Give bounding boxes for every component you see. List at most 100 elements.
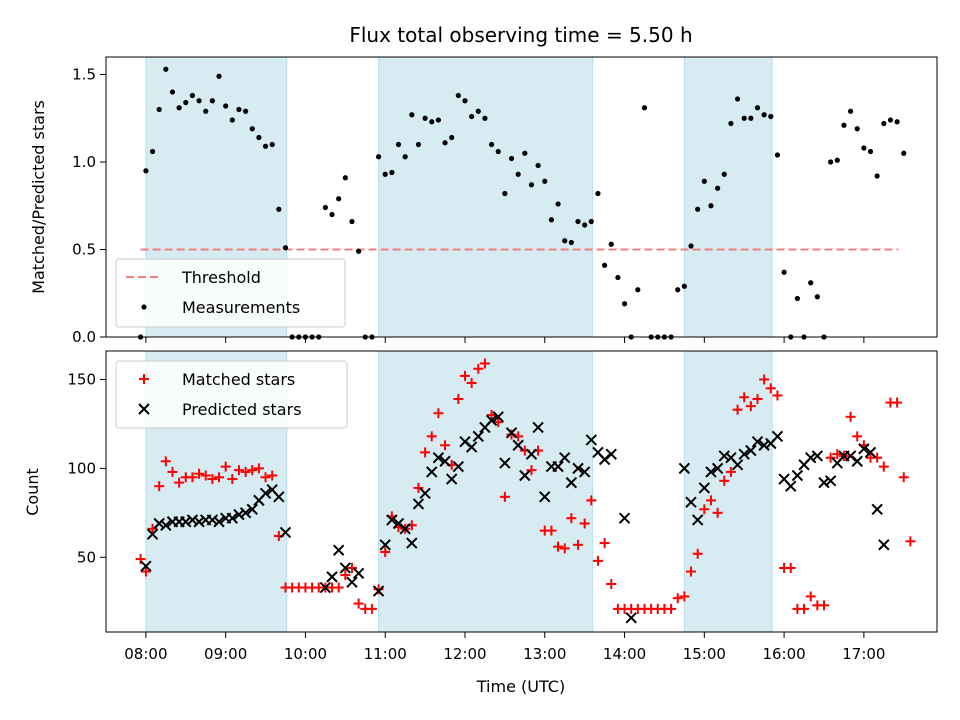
measurement-point [641, 105, 648, 111]
measurement-point [588, 218, 594, 225]
measurement-point [734, 96, 741, 102]
measurement-point [761, 112, 767, 118]
predicted-star-point [246, 503, 258, 515]
measurement-point [422, 115, 428, 121]
matched-star-point [573, 539, 584, 550]
matched-star-point [167, 466, 178, 477]
measurement-point [429, 119, 435, 125]
bottom-legend: Matched stars Predicted stars [115, 360, 348, 429]
measurement-point [329, 211, 335, 218]
predicted-star-point [578, 466, 591, 478]
matched-star-point [579, 518, 590, 529]
matched-star-point [240, 466, 251, 477]
measurement-point [442, 140, 448, 146]
matched-star-point [559, 543, 570, 554]
matched-star-point [732, 404, 743, 415]
top-y-tick-label: 1.0 [72, 153, 96, 171]
matched-star-point [752, 394, 763, 405]
top-legend: Threshold Measurements [115, 258, 346, 328]
predicted-star-point [519, 469, 531, 482]
matched-star-point [433, 408, 444, 419]
matched-star-point [553, 541, 564, 552]
measurement-point [675, 287, 681, 293]
matched-star-point [194, 468, 205, 479]
measurement-point [149, 148, 156, 155]
matched-star-point [346, 562, 357, 573]
measurement-point [435, 117, 441, 123]
measurement-point [721, 171, 727, 177]
predicted-star-point [851, 455, 863, 467]
measurement-point [841, 122, 847, 128]
top-y-axis-label: Matched/Predicted stars [29, 100, 48, 294]
measurement-point [169, 89, 176, 95]
matched-star-point [692, 548, 703, 559]
matched-star-point [333, 582, 344, 593]
predicted-star-point [685, 496, 697, 508]
bottom-x-axis-ticks: 08:00 09:00 10:00 11:00 12:00 13:00 14:00 15:00… [124, 632, 885, 663]
measurement-point [555, 201, 561, 207]
matched-star-point [420, 447, 431, 458]
predicted-star-point [605, 448, 617, 460]
predicted-star-point [153, 517, 165, 530]
predicted-star-point [791, 469, 804, 482]
measurement-point [854, 126, 860, 132]
measurement-point [455, 92, 461, 99]
measurement-point [635, 287, 641, 293]
chart-title: Flux total observing time = 5.50 h [349, 23, 692, 47]
matched-star-point [373, 584, 384, 595]
predicted-star-point [346, 576, 358, 588]
matched-star-point [135, 554, 146, 565]
matched-star-point [845, 411, 856, 422]
measurement-point [256, 134, 262, 141]
measurement-point [183, 99, 189, 106]
measurement-point [336, 196, 342, 202]
x-tick-label: 11:00 [364, 645, 407, 663]
measurement-point [402, 154, 408, 160]
matched-star-point [592, 555, 603, 566]
measurement-point [688, 243, 694, 249]
predicted-star-point [239, 507, 252, 519]
matched-star-point [473, 363, 484, 374]
predicted-star-point [412, 498, 425, 510]
measurement-point [382, 171, 388, 177]
top-y-tick-label: 1.5 [72, 66, 96, 84]
predicted-star-point [226, 512, 239, 524]
matched-star-point [453, 394, 464, 405]
measurement-point [223, 103, 229, 109]
matched-star-point [878, 461, 889, 472]
matched-star-point [214, 472, 225, 483]
x-tick-label: 13:00 [523, 645, 566, 663]
measurement-point [595, 190, 601, 197]
predicted-star-point [512, 439, 524, 451]
predicted-star-point [379, 539, 391, 551]
measurement-point [502, 190, 508, 197]
matched-star-point [200, 470, 211, 481]
measurement-point [615, 274, 621, 281]
matched-star-point [247, 465, 258, 476]
matched-star-point [459, 370, 470, 381]
matched-star-point [712, 507, 723, 518]
matched-star-point [599, 538, 610, 549]
matched-star-point [440, 440, 451, 451]
predicted-star-point [572, 462, 584, 475]
bottom-y-tick-label: 100 [67, 459, 96, 477]
predicted-star-point [432, 452, 445, 464]
measurement-point [608, 241, 614, 247]
x-tick-label: 16:00 [762, 645, 805, 663]
measurement-point [282, 245, 289, 251]
measurement-point [163, 66, 169, 72]
measurement-point [342, 175, 348, 181]
predicted-legend-label: Predicted stars [182, 400, 302, 419]
matched-star-point [745, 401, 756, 412]
measurement-point [741, 115, 747, 121]
measurement-point [415, 141, 422, 148]
predicted-star-point [206, 514, 219, 526]
predicted-star-point [332, 544, 345, 556]
top-y-tick-label: 0.5 [72, 241, 96, 259]
measurement-point [568, 239, 574, 246]
measurement-point [349, 218, 355, 225]
bottom-y-axis-label: Count [23, 468, 42, 516]
predicted-star-point [426, 466, 438, 478]
matched-star-point [905, 536, 916, 547]
